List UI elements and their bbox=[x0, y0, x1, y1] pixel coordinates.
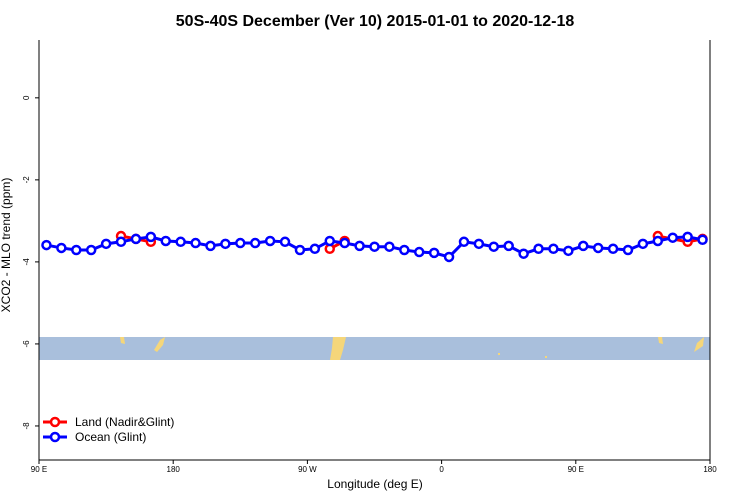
point bbox=[41, 239, 52, 251]
point bbox=[369, 241, 380, 252]
point bbox=[324, 235, 336, 247]
point bbox=[563, 245, 574, 257]
point bbox=[399, 244, 410, 256]
point bbox=[279, 236, 291, 248]
point bbox=[578, 240, 589, 252]
y-tick-label: -6 bbox=[22, 340, 31, 348]
point bbox=[592, 242, 604, 254]
x-tick-label: 180 bbox=[167, 465, 181, 474]
point bbox=[697, 234, 708, 245]
y-axis-label: XCO2 - MLO trend (ppm) bbox=[0, 178, 13, 313]
point bbox=[473, 238, 485, 250]
point bbox=[339, 237, 350, 249]
point bbox=[354, 240, 365, 252]
y-tick-label: -8 bbox=[22, 422, 31, 430]
point bbox=[309, 243, 321, 255]
legend-marker bbox=[49, 431, 61, 443]
point bbox=[56, 242, 67, 254]
point bbox=[503, 240, 514, 252]
x-tick-label: 90 E bbox=[31, 465, 47, 474]
chart-title: 50S-40S December (Ver 10) 2015-01-01 to … bbox=[176, 13, 575, 30]
point bbox=[294, 244, 306, 256]
point bbox=[115, 236, 127, 248]
x-tick-label: 90 W bbox=[298, 465, 317, 474]
x-tick-label: 180 bbox=[703, 465, 717, 474]
point bbox=[667, 232, 678, 243]
x-tick-label: 0 bbox=[439, 465, 444, 474]
point bbox=[518, 248, 529, 259]
y-tick-label: 0 bbox=[22, 95, 31, 100]
point bbox=[652, 235, 664, 247]
point bbox=[413, 246, 425, 258]
y-tick-label: -2 bbox=[22, 176, 31, 184]
point bbox=[235, 237, 246, 249]
legend-label: Ocean (Glint) bbox=[75, 430, 146, 444]
point bbox=[682, 231, 693, 243]
point bbox=[145, 231, 157, 243]
point bbox=[130, 233, 142, 245]
point bbox=[190, 237, 201, 249]
point bbox=[607, 243, 619, 255]
point bbox=[264, 235, 276, 247]
point bbox=[443, 251, 455, 263]
y-tick-label: -4 bbox=[22, 258, 31, 266]
point bbox=[71, 244, 82, 256]
point bbox=[160, 235, 171, 247]
map-strip bbox=[39, 337, 710, 360]
point bbox=[220, 238, 231, 250]
point bbox=[458, 236, 470, 248]
point bbox=[175, 236, 186, 248]
point bbox=[488, 241, 500, 252]
point bbox=[205, 240, 216, 252]
legend-marker bbox=[49, 416, 61, 428]
legend-label: Land (Nadir&Glint) bbox=[75, 415, 174, 429]
point bbox=[100, 238, 112, 250]
point bbox=[622, 244, 634, 256]
point bbox=[428, 247, 440, 259]
point bbox=[548, 243, 559, 255]
point bbox=[249, 237, 261, 249]
point bbox=[533, 243, 544, 255]
point bbox=[85, 244, 97, 256]
x-tick-label: 90 E bbox=[568, 465, 584, 474]
x-axis-label: Longitude (deg E) bbox=[327, 477, 422, 491]
point bbox=[637, 238, 649, 250]
point bbox=[384, 241, 395, 252]
